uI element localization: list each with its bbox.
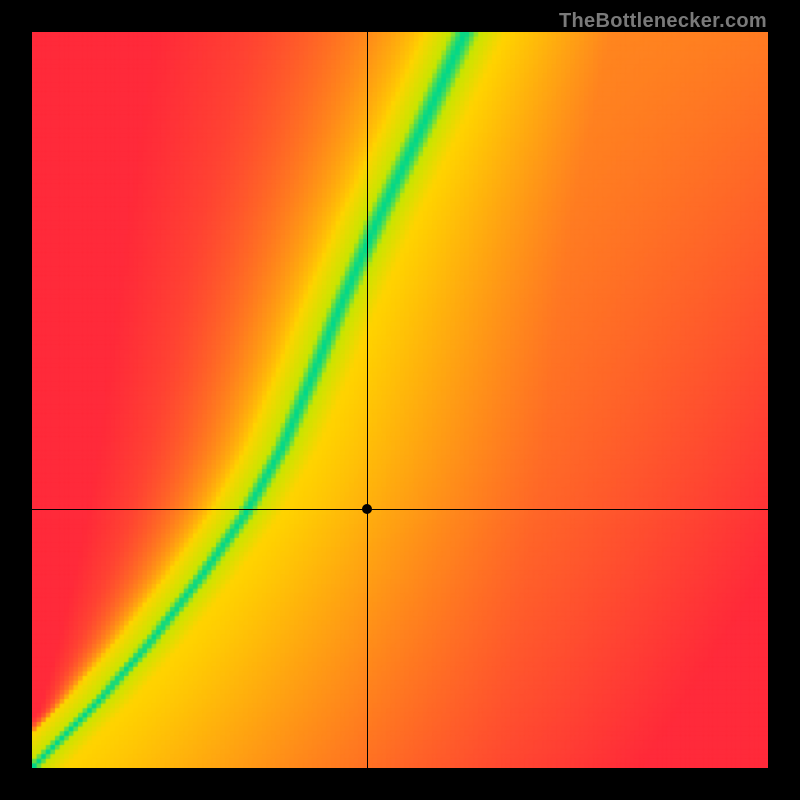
crosshair-vertical — [367, 32, 368, 768]
watermark-text: TheBottlenecker.com — [559, 10, 767, 33]
crosshair-horizontal — [32, 509, 768, 510]
heatmap-plot — [32, 32, 768, 768]
crosshair-marker — [362, 504, 372, 514]
heatmap-canvas — [32, 32, 768, 768]
